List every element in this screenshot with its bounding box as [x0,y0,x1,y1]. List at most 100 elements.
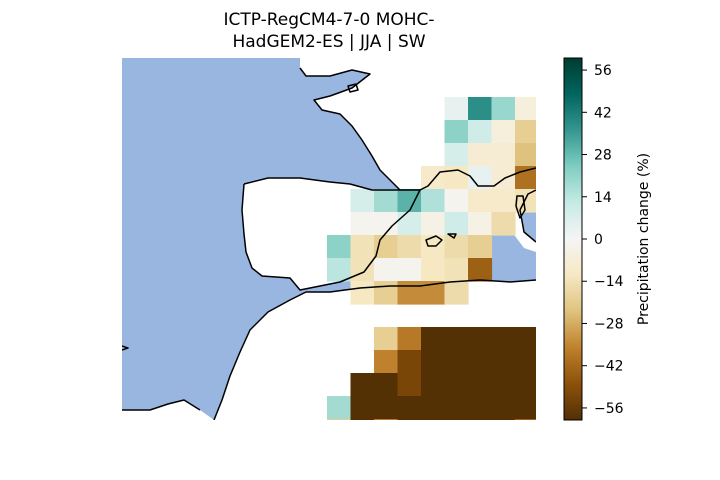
coastline-islet [122,345,129,351]
colorbar-tick-label: −42 [594,359,624,375]
heatmap-cell [468,143,493,167]
heatmap-cell [515,97,536,121]
heatmap-cells [327,97,610,466]
heatmap-cell [468,350,493,374]
heatmap-cell [350,281,375,305]
heatmap-cell [327,235,352,259]
heatmap-cell [491,350,516,374]
heatmap-cell [444,327,469,351]
heatmap-cell [374,396,399,420]
colorbar-tick-label: 28 [594,148,612,164]
heatmap-cell [515,396,536,420]
heatmap-cell [468,419,493,420]
heatmap-cell [421,281,446,305]
coastline-corsica [515,195,526,219]
coastlines [122,67,536,420]
heatmap-cell [374,189,399,213]
coastline-biscay [241,177,421,291]
heatmap-cell [444,120,469,144]
heatmap-cell [468,212,493,236]
heatmap-cell [515,189,536,213]
heatmap-cell [468,166,493,190]
heatmap-cell [374,258,399,282]
heatmap-cell [491,419,516,420]
heatmap-cell [327,419,352,420]
heatmap-cell [515,143,536,167]
colorbar-label: Precipitation change (%) [636,153,652,325]
heatmap-cell [421,350,446,374]
colorbar-tick-label: 14 [594,190,612,206]
heatmap-cell [515,373,536,397]
coastline-mallorca [447,233,457,239]
heatmap-cell [468,189,493,213]
heatmap-cell [374,442,398,466]
heatmap-cell [374,327,399,351]
heatmap-cell [444,235,469,259]
heatmap-cell [397,281,422,305]
heatmap-cell [491,396,516,420]
heatmap-cell [444,212,469,236]
heatmap-cell [421,396,446,420]
heatmap-cell [421,373,446,397]
heatmap-cell [421,189,446,213]
heatmap-cell [397,327,422,351]
heatmap-cell [468,396,493,420]
colorbar-tick-label: 56 [594,63,612,79]
heatmap-cell [421,166,446,190]
heatmap-cell [586,373,610,397]
heatmap-cell [491,212,516,236]
heatmap-cell [491,97,516,121]
heatmap-cell [444,281,469,305]
heatmap-cell [444,373,469,397]
heatmap-cell [444,419,469,420]
heatmap-cell [374,350,399,374]
colorbar-tick-label: −28 [594,316,624,332]
heatmap-cell [397,419,422,420]
heatmap-cell [350,235,375,259]
heatmap-cell [539,327,563,351]
heatmap-cell [397,189,422,213]
coastline-north-africa [213,279,536,420]
heatmap-cell [444,396,469,420]
heatmap-cell [327,258,352,282]
heatmap-cell [491,189,516,213]
heatmap-cell [491,120,516,144]
heatmap-cell [444,189,469,213]
heatmap-cell [444,350,469,374]
heatmap-cell [468,120,493,144]
heatmap-cell [515,350,536,374]
heatmap-cell [397,350,422,374]
heatmap-cell [374,212,399,236]
heatmap-cell [491,327,516,351]
heatmap-cell [539,97,563,121]
heatmap-cell [350,396,375,420]
heatmap-cell [374,373,399,397]
coastline-gulf-of-lion [419,167,536,191]
heatmap-cell [421,235,446,259]
heatmap-cell [468,373,493,397]
heatmap-cell [444,258,469,282]
heatmap-cell [539,143,563,167]
colorbar-tick-label: −14 [594,274,624,290]
colorbar [563,57,583,421]
heatmap-cell [397,212,422,236]
heatmap-cell [421,212,446,236]
colorbar-ticks: 56 42 28 14 0 −14 −28 −42 −56 [582,63,624,417]
heatmap-cell [515,419,536,420]
coastline-north-sea [299,67,401,191]
heatmap-cell [374,419,399,420]
heatmap-cell [539,350,563,374]
colorbar-tick-label: −56 [594,401,624,417]
heatmap-cell [468,97,493,121]
heatmap-cell [397,235,422,259]
colorbar-tick-label: 0 [594,232,603,248]
heatmap-cell [374,281,399,305]
coastline-balearics [425,235,443,247]
heatmap-cell [444,97,469,121]
heatmap-cell [397,373,422,397]
map-title-line-2: HadGEM2-ES | JJA | SW [232,32,426,52]
heatmap-cell [444,143,469,167]
heatmap-cell [421,327,446,351]
heatmap-cell [539,120,563,144]
